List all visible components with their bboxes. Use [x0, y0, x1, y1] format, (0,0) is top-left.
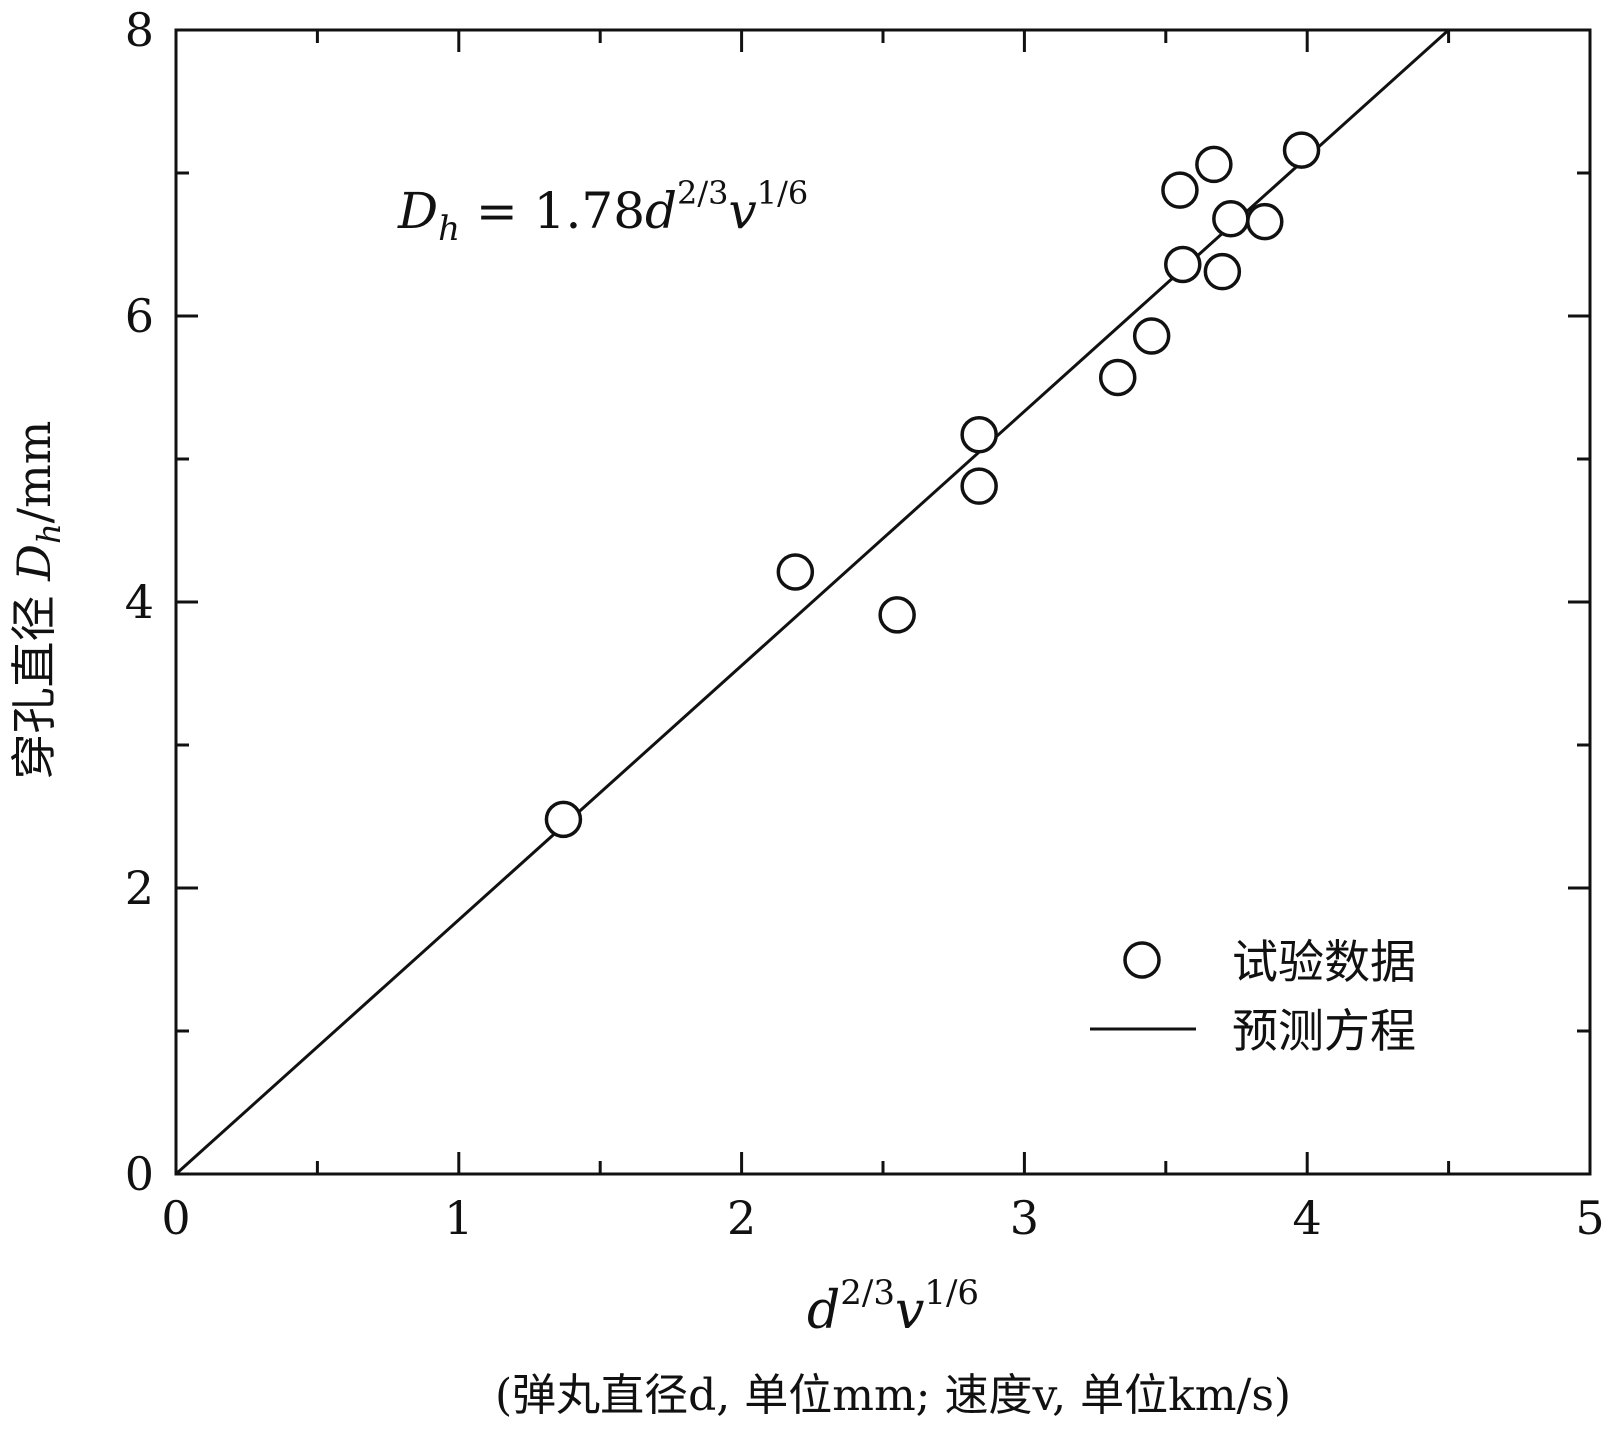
data-point: [1203, 252, 1242, 291]
data-point: [1246, 202, 1284, 241]
y-axis-label: 穿孔直径 Dh/mm: [7, 421, 68, 780]
data-point: [1161, 171, 1199, 209]
data-point: [1195, 145, 1233, 184]
x-tick-label: 3: [1010, 1191, 1039, 1245]
legend-marker-circle: [1123, 941, 1161, 979]
y-tick-label: 2: [125, 861, 154, 915]
prediction-line-series: [174, 28, 1450, 1176]
data-point: [1212, 200, 1250, 238]
data-point: [776, 553, 815, 591]
legend: 试验数据 预测方程: [1090, 935, 1416, 1058]
data-point: [960, 415, 998, 454]
prediction-line: [174, 28, 1450, 1176]
x-tick-label: 2: [727, 1191, 756, 1245]
x-tick-label: 1: [444, 1191, 473, 1245]
axis-ticks: [174, 28, 1592, 1176]
x-axis-label: d2/3v1/6: [807, 1273, 979, 1341]
x-tick-label: 4: [1293, 1191, 1322, 1245]
legend-label-prediction: 预测方程: [1232, 1004, 1416, 1058]
y-tick-label: 0: [125, 1147, 154, 1201]
test-data-series: [544, 131, 1321, 839]
y-tick-label: 8: [125, 3, 154, 57]
x-tick-label: 5: [1575, 1191, 1604, 1245]
x-tick-labels: 0 1 2 3 4 5: [161, 1191, 1604, 1245]
y-tick-labels: 0 2 4 6 8: [125, 3, 154, 1201]
legend-label-test-data: 试验数据: [1232, 935, 1416, 989]
data-point: [544, 800, 583, 839]
data-point: [1282, 131, 1321, 169]
equation-annotation: Dh = 1.78d2/3v1/6: [397, 174, 808, 249]
x-tick-label: 0: [161, 1191, 190, 1245]
data-point: [878, 596, 916, 634]
plot-frame: [174, 28, 1592, 1176]
data-point: [1164, 245, 1202, 284]
x-axis-note: (弹丸直径d, 单位mm; 速度v, 单位km/s): [495, 1370, 1291, 1421]
data-point: [1132, 317, 1171, 355]
y-tick-label: 4: [125, 575, 154, 629]
y-tick-label: 6: [125, 289, 154, 343]
data-point: [1098, 358, 1137, 397]
data-point: [960, 467, 998, 505]
